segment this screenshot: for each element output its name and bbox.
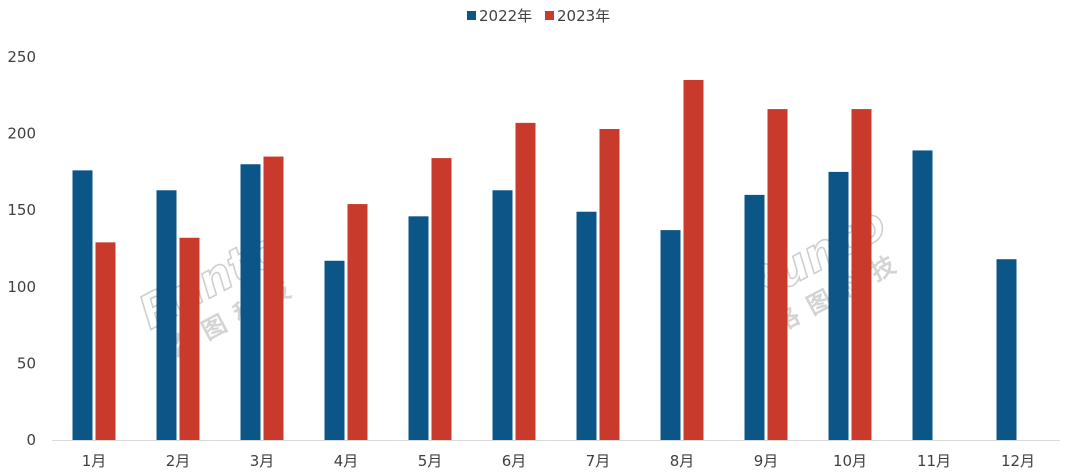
x-tick-label: 6月 bbox=[502, 452, 527, 470]
x-tick-label: 2月 bbox=[166, 452, 191, 470]
bar-2022年-8月 bbox=[660, 230, 681, 440]
x-tick-label: 12月 bbox=[1001, 452, 1035, 470]
bar-2022年-2月 bbox=[156, 190, 177, 440]
y-tick-label: 50 bbox=[17, 354, 36, 372]
bars bbox=[72, 79, 1017, 441]
bar-2023年-7月 bbox=[599, 129, 620, 440]
bar-2023年-5月 bbox=[431, 158, 452, 441]
bar-2022年-6月 bbox=[492, 190, 513, 440]
bar-2023年-4月 bbox=[347, 204, 368, 440]
x-tick-label: 3月 bbox=[250, 452, 275, 470]
bar-2022年-4月 bbox=[324, 260, 345, 440]
bar-2022年-10月 bbox=[828, 171, 849, 440]
x-tick-label: 8月 bbox=[670, 452, 695, 470]
bar-2022年-5月 bbox=[408, 216, 429, 440]
x-axis: 1月 2月 3月 4月 5月 6月 7月 8月 9月 10月 11月 12月 bbox=[52, 440, 1060, 470]
x-tick-label: 1月 bbox=[82, 452, 107, 470]
legend-swatch-2022 bbox=[467, 11, 476, 20]
bar-2023年-9月 bbox=[767, 109, 788, 440]
bar-2022年-7月 bbox=[576, 211, 597, 440]
y-tick-label: 0 bbox=[26, 431, 36, 449]
bar-2022年-12月 bbox=[996, 259, 1017, 440]
x-tick-label: 9月 bbox=[754, 452, 779, 470]
bar-2022年-3月 bbox=[240, 164, 261, 441]
bar-2022年-9月 bbox=[744, 194, 765, 440]
legend-swatch-2023 bbox=[545, 11, 554, 20]
bar-2023年-10月 bbox=[851, 109, 872, 440]
legend-label-2022: 2022年 bbox=[479, 7, 532, 25]
x-tick-label: 10月 bbox=[833, 452, 867, 470]
y-tick-label: 150 bbox=[7, 201, 36, 219]
bar-2023年-8月 bbox=[683, 79, 704, 440]
x-tick-label: 7月 bbox=[586, 452, 611, 470]
legend-label-2023: 2023年 bbox=[557, 7, 610, 25]
bar-2023年-1月 bbox=[95, 242, 116, 440]
chart-legend: 2022年 2023年 bbox=[467, 7, 610, 25]
bar-2023年-3月 bbox=[263, 156, 284, 440]
y-tick-label: 250 bbox=[7, 48, 36, 66]
bar-2022年-1月 bbox=[72, 170, 93, 440]
x-tick-label: 4月 bbox=[334, 452, 359, 470]
y-tick-label: 100 bbox=[7, 278, 36, 296]
bar-2023年-2月 bbox=[179, 237, 200, 440]
x-tick-label: 5月 bbox=[418, 452, 443, 470]
bar-2023年-6月 bbox=[515, 122, 536, 440]
y-tick-label: 200 bbox=[7, 125, 36, 143]
y-axis: 0 50 100 150 200 250 bbox=[7, 48, 36, 449]
x-tick-label: 11月 bbox=[917, 452, 951, 470]
bar-2022年-11月 bbox=[912, 150, 933, 440]
